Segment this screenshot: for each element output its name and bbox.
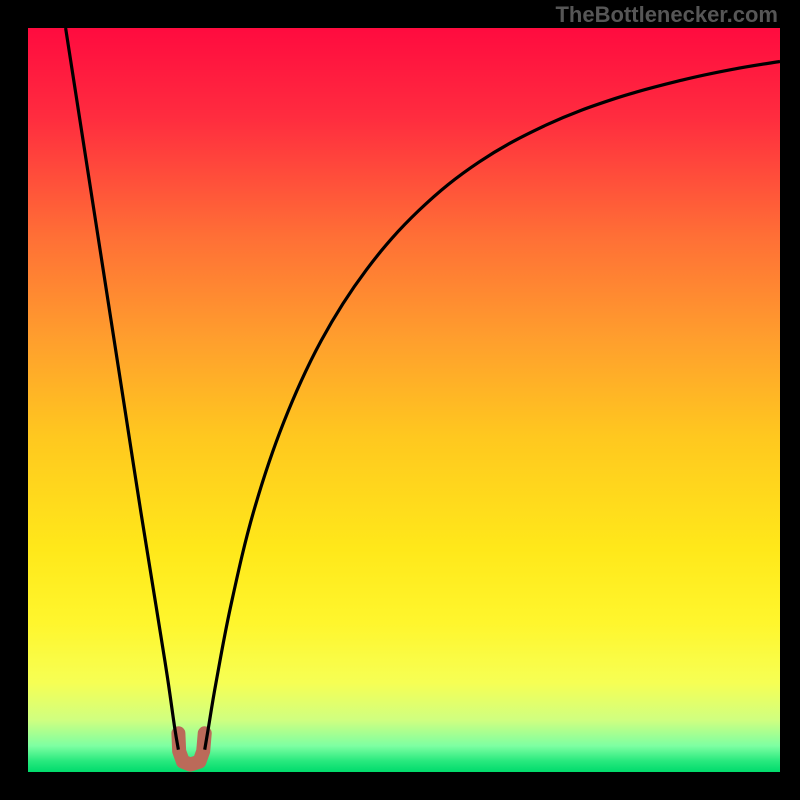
curve-left-branch bbox=[66, 28, 179, 750]
plot-area bbox=[28, 28, 780, 772]
curve-right-branch bbox=[205, 61, 780, 749]
curve-layer bbox=[28, 28, 780, 772]
chart-frame: TheBottlenecker.com bbox=[0, 0, 800, 800]
dip-marker bbox=[178, 733, 204, 764]
watermark-text: TheBottlenecker.com bbox=[555, 2, 778, 28]
